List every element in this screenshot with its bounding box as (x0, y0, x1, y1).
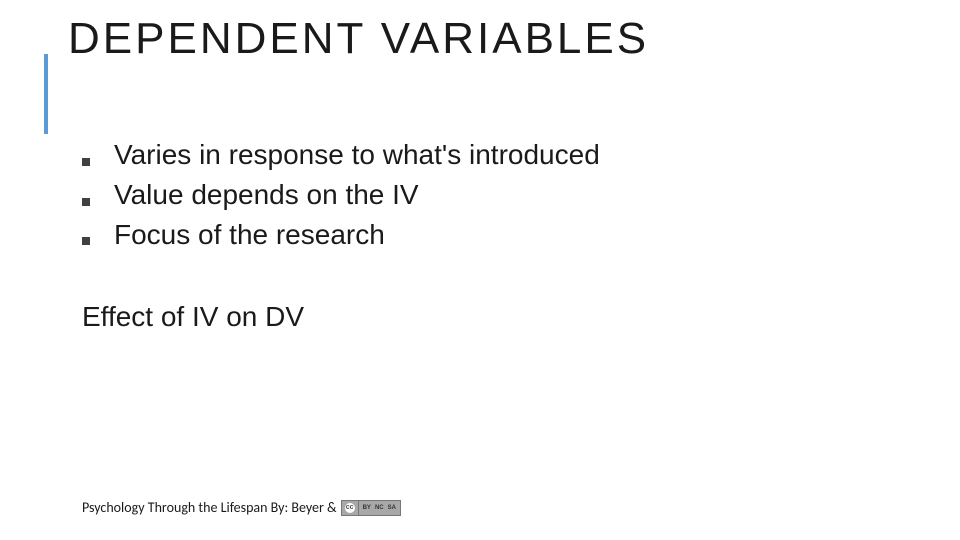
list-item: Value depends on the IV (82, 176, 920, 214)
cc-term: NC (375, 505, 384, 511)
list-item: Focus of the research (82, 216, 920, 254)
cc-logo-section: cc (341, 500, 358, 516)
footer: Psychology Through the Lifespan By: Beye… (82, 499, 401, 516)
cc-term: BY (363, 505, 371, 511)
cc-term: SA (388, 505, 396, 511)
bullet-icon (82, 158, 90, 166)
cc-license-badge: cc BY NC SA (341, 500, 401, 516)
bullet-icon (82, 237, 90, 245)
slide-title: DEPENDENT VARIABLES (68, 14, 649, 64)
bullet-icon (82, 198, 90, 206)
bullet-list: Varies in response to what's introduced … (82, 136, 920, 253)
title-block: DEPENDENT VARIABLES (44, 14, 649, 64)
list-item: Varies in response to what's introduced (82, 136, 920, 174)
accent-bar (44, 54, 48, 134)
footer-text: Psychology Through the Lifespan By: Beye… (82, 499, 337, 516)
bullet-text: Varies in response to what's introduced (114, 136, 600, 174)
effect-line: Effect of IV on DV (82, 301, 920, 333)
content-area: Varies in response to what's introduced … (82, 136, 920, 333)
bullet-text: Value depends on the IV (114, 176, 419, 214)
cc-logo-icon: cc (345, 503, 355, 513)
cc-terms-section: BY NC SA (358, 500, 401, 516)
bullet-text: Focus of the research (114, 216, 385, 254)
